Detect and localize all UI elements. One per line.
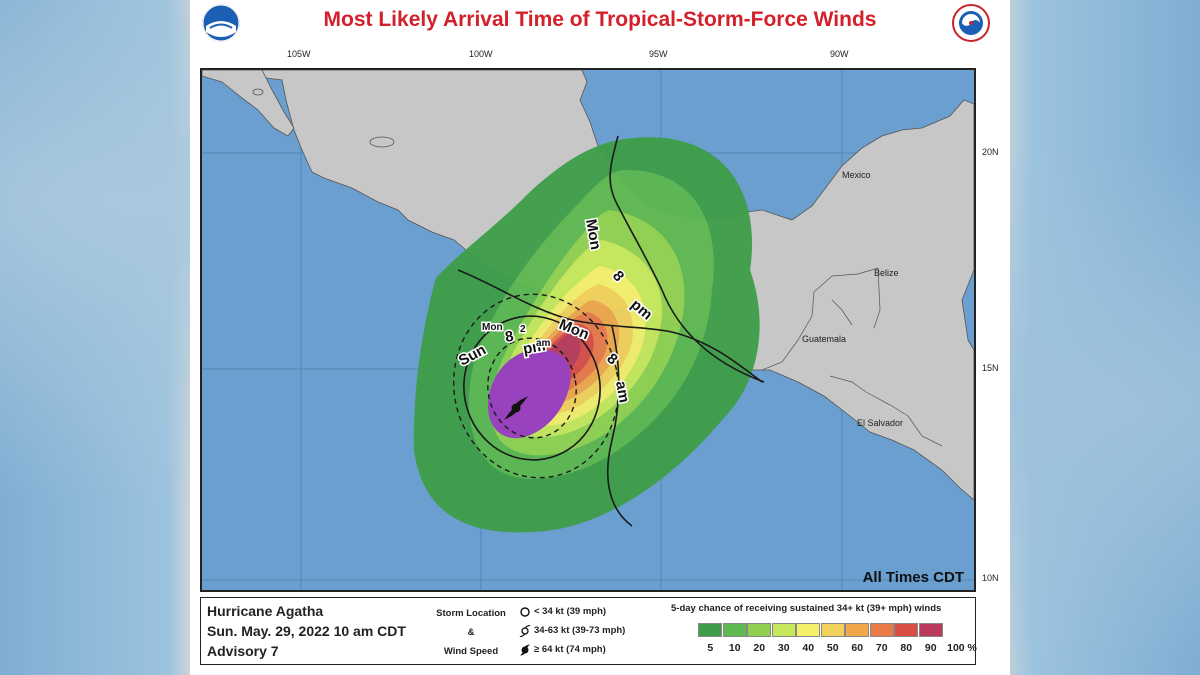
label-mon-8pm: Mon bbox=[582, 218, 604, 251]
place-names: Mexico Belize Guatemala El Salvador bbox=[802, 170, 903, 428]
prob-tick-30: 30 bbox=[777, 642, 790, 654]
place-el-salvador: El Salvador bbox=[857, 418, 903, 428]
map-panel: Most Likely Arrival Time of Tropical-Sto… bbox=[190, 0, 1010, 675]
prob-tick-90: 90 bbox=[924, 642, 937, 654]
probability-swatches bbox=[698, 623, 943, 637]
prob-tick-10: 10 bbox=[728, 642, 741, 654]
latitude-label-15n: 15N bbox=[982, 363, 999, 373]
longitude-label-105w: 105W bbox=[287, 49, 311, 59]
key-label-weak: < 34 kt (39 mph) bbox=[534, 606, 607, 617]
key-rows: < 34 kt (39 mph) 34-63 kt (39-73 mph) ≥ … bbox=[519, 602, 625, 659]
label-mon-8am-am: am bbox=[612, 380, 633, 404]
key-label-tropical-storm: 34-63 kt (39-73 mph) bbox=[534, 625, 626, 636]
longitude-label-100w: 100W bbox=[469, 49, 493, 59]
prob-tick-100: 100 % bbox=[947, 642, 977, 654]
noaa-logo bbox=[202, 4, 240, 42]
prob-tick-20: 20 bbox=[753, 642, 766, 654]
prob-tick-5: 5 bbox=[707, 642, 714, 654]
latitude-label-20n: 20N bbox=[982, 147, 999, 157]
arrival-time-dashed-contours bbox=[452, 293, 620, 479]
label-mon-2: Mon bbox=[482, 322, 503, 333]
hurricane-symbol-icon bbox=[504, 396, 528, 420]
longitude-label-95w: 95W bbox=[649, 49, 668, 59]
key-title: Storm Location & Wind Speed bbox=[431, 604, 511, 661]
arrival-time-contours bbox=[457, 135, 765, 527]
place-mexico: Mexico bbox=[842, 170, 871, 180]
legend-box: Hurricane Agatha Sun. May. 29, 2022 10 a… bbox=[200, 597, 977, 665]
national-weather-service-logo bbox=[952, 4, 990, 42]
probability-swatch bbox=[820, 623, 845, 637]
key-label-hurricane: ≥ 64 kt (74 mph) bbox=[534, 644, 606, 655]
probability-title: 5-day chance of receiving sustained 34+ … bbox=[671, 603, 942, 614]
probability-ticks: 5 10 20 30 40 50 60 70 80 90 100 % bbox=[698, 642, 981, 654]
map-title: Most Likely Arrival Time of Tropical-Sto… bbox=[323, 8, 877, 31]
place-belize: Belize bbox=[874, 268, 899, 278]
label-sun-pm: pm bbox=[522, 337, 547, 358]
map-frame: Sun 8 pm Mon 2 am Mon 8 am Mon 8 pm Mexi… bbox=[200, 68, 976, 592]
prob-tick-60: 60 bbox=[851, 642, 864, 654]
storm-date: Sun. May. 29, 2022 10 am CDT bbox=[207, 623, 406, 639]
probability-swatch bbox=[894, 623, 918, 637]
tropical-storm-symbol-icon bbox=[519, 624, 531, 637]
storm-info: Hurricane Agatha Sun. May. 29, 2022 10 a… bbox=[207, 601, 406, 661]
probability-swatch bbox=[845, 623, 869, 637]
probability-swatch bbox=[747, 623, 771, 637]
borders bbox=[761, 267, 943, 447]
prob-tick-70: 70 bbox=[875, 642, 888, 654]
latitude-label-10n: 10N bbox=[982, 573, 999, 583]
key-row-tropical-storm: 34-63 kt (39-73 mph) bbox=[519, 621, 625, 640]
probability-swatch bbox=[796, 623, 820, 637]
storm-name: Hurricane Agatha bbox=[207, 603, 324, 619]
key-title-line-2: & bbox=[467, 627, 475, 638]
times-note: All Times CDT bbox=[862, 569, 964, 586]
map-canvas: Sun 8 pm Mon 2 am Mon 8 am Mon 8 pm Mexi… bbox=[202, 70, 974, 590]
open-circle-icon bbox=[520, 606, 530, 617]
label-mon-2-hour: 2 bbox=[520, 324, 526, 335]
probability-swatch bbox=[722, 623, 747, 637]
probability-swatch bbox=[698, 623, 722, 637]
longitude-label-90w: 90W bbox=[830, 49, 849, 59]
probability-swatch bbox=[918, 623, 943, 637]
label-mon-2-am: am bbox=[536, 338, 551, 349]
key-row-hurricane: ≥ 64 kt (74 mph) bbox=[519, 640, 625, 659]
probability-swatch bbox=[869, 623, 894, 637]
probability-swatch bbox=[771, 623, 796, 637]
storm-advisory: Advisory 7 bbox=[207, 643, 279, 659]
hurricane-symbol-icon bbox=[520, 643, 530, 656]
key-row-weak: < 34 kt (39 mph) bbox=[519, 602, 625, 621]
key-title-line-1: Storm Location bbox=[436, 608, 506, 619]
key-title-line-3: Wind Speed bbox=[443, 646, 499, 657]
prob-tick-40: 40 bbox=[802, 642, 815, 654]
prob-tick-50: 50 bbox=[826, 642, 839, 654]
prob-tick-80: 80 bbox=[900, 642, 913, 654]
place-guatemala: Guatemala bbox=[802, 334, 846, 344]
